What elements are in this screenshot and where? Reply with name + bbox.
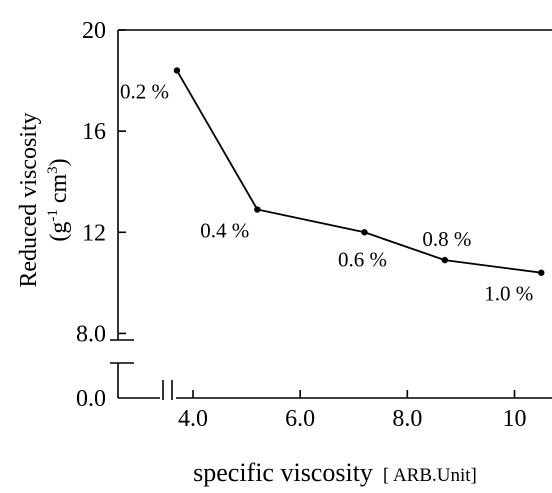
y-axis-title-line1: Reduced viscosity bbox=[16, 112, 42, 287]
data-point bbox=[173, 67, 181, 74]
x-tick-label: 10 bbox=[502, 406, 526, 432]
x-tick-label: 4.0 bbox=[178, 406, 208, 432]
y-ticks: 8.0 12 16 20 bbox=[76, 18, 126, 347]
y-axis-title: Reduced viscosity bbox=[16, 112, 42, 287]
x-tick-label: 6.0 bbox=[285, 406, 315, 432]
y-unit-sup1: -1 bbox=[45, 209, 61, 222]
y-tick-label: 8.0 bbox=[76, 321, 106, 347]
data-point bbox=[254, 206, 261, 213]
x-axis-title-text: specific viscosity bbox=[193, 458, 373, 487]
svg-text:(g-1 cm3): (g-1 cm3) bbox=[45, 158, 72, 241]
x-axis-unit: [ ARB.Unit] bbox=[383, 465, 477, 486]
x-axis-title: specific viscosity [ ARB.Unit] bbox=[193, 458, 477, 487]
y-unit-sup2: 3 bbox=[45, 166, 61, 174]
data-label: 0.6 % bbox=[338, 247, 387, 271]
y-axis-unit-title: (g-1 cm3) bbox=[45, 158, 72, 241]
y-unit-open: (g bbox=[46, 222, 72, 242]
data-point bbox=[361, 229, 368, 236]
y-tick-label: 12 bbox=[82, 220, 106, 246]
data-point bbox=[538, 269, 545, 276]
plot-frame bbox=[110, 29, 552, 400]
y-tick-label: 16 bbox=[82, 119, 106, 145]
x-ticks: 4.0 6.0 8.0 10 bbox=[178, 390, 526, 432]
data-label: 1.0 % bbox=[484, 282, 533, 306]
data-label: 0.2 % bbox=[120, 79, 169, 103]
data-label: 0.8 % bbox=[422, 227, 471, 251]
y-unit-close: ) bbox=[46, 158, 72, 166]
y-unit-mid: cm bbox=[46, 174, 72, 210]
data-series: 0.2 % 0.4 % 0.6 % 0.8 % 1.0 % bbox=[120, 67, 545, 306]
y-tick-label: 20 bbox=[82, 18, 106, 44]
svg-text:specific viscosity [ ARB: specific viscosity [ ARB.Unit] bbox=[193, 458, 477, 487]
x-tick-label: 8.0 bbox=[392, 406, 422, 432]
data-label: 0.4 % bbox=[200, 219, 249, 243]
y-zero-tick-label: 0.0 bbox=[76, 386, 106, 412]
data-point bbox=[441, 256, 449, 264]
